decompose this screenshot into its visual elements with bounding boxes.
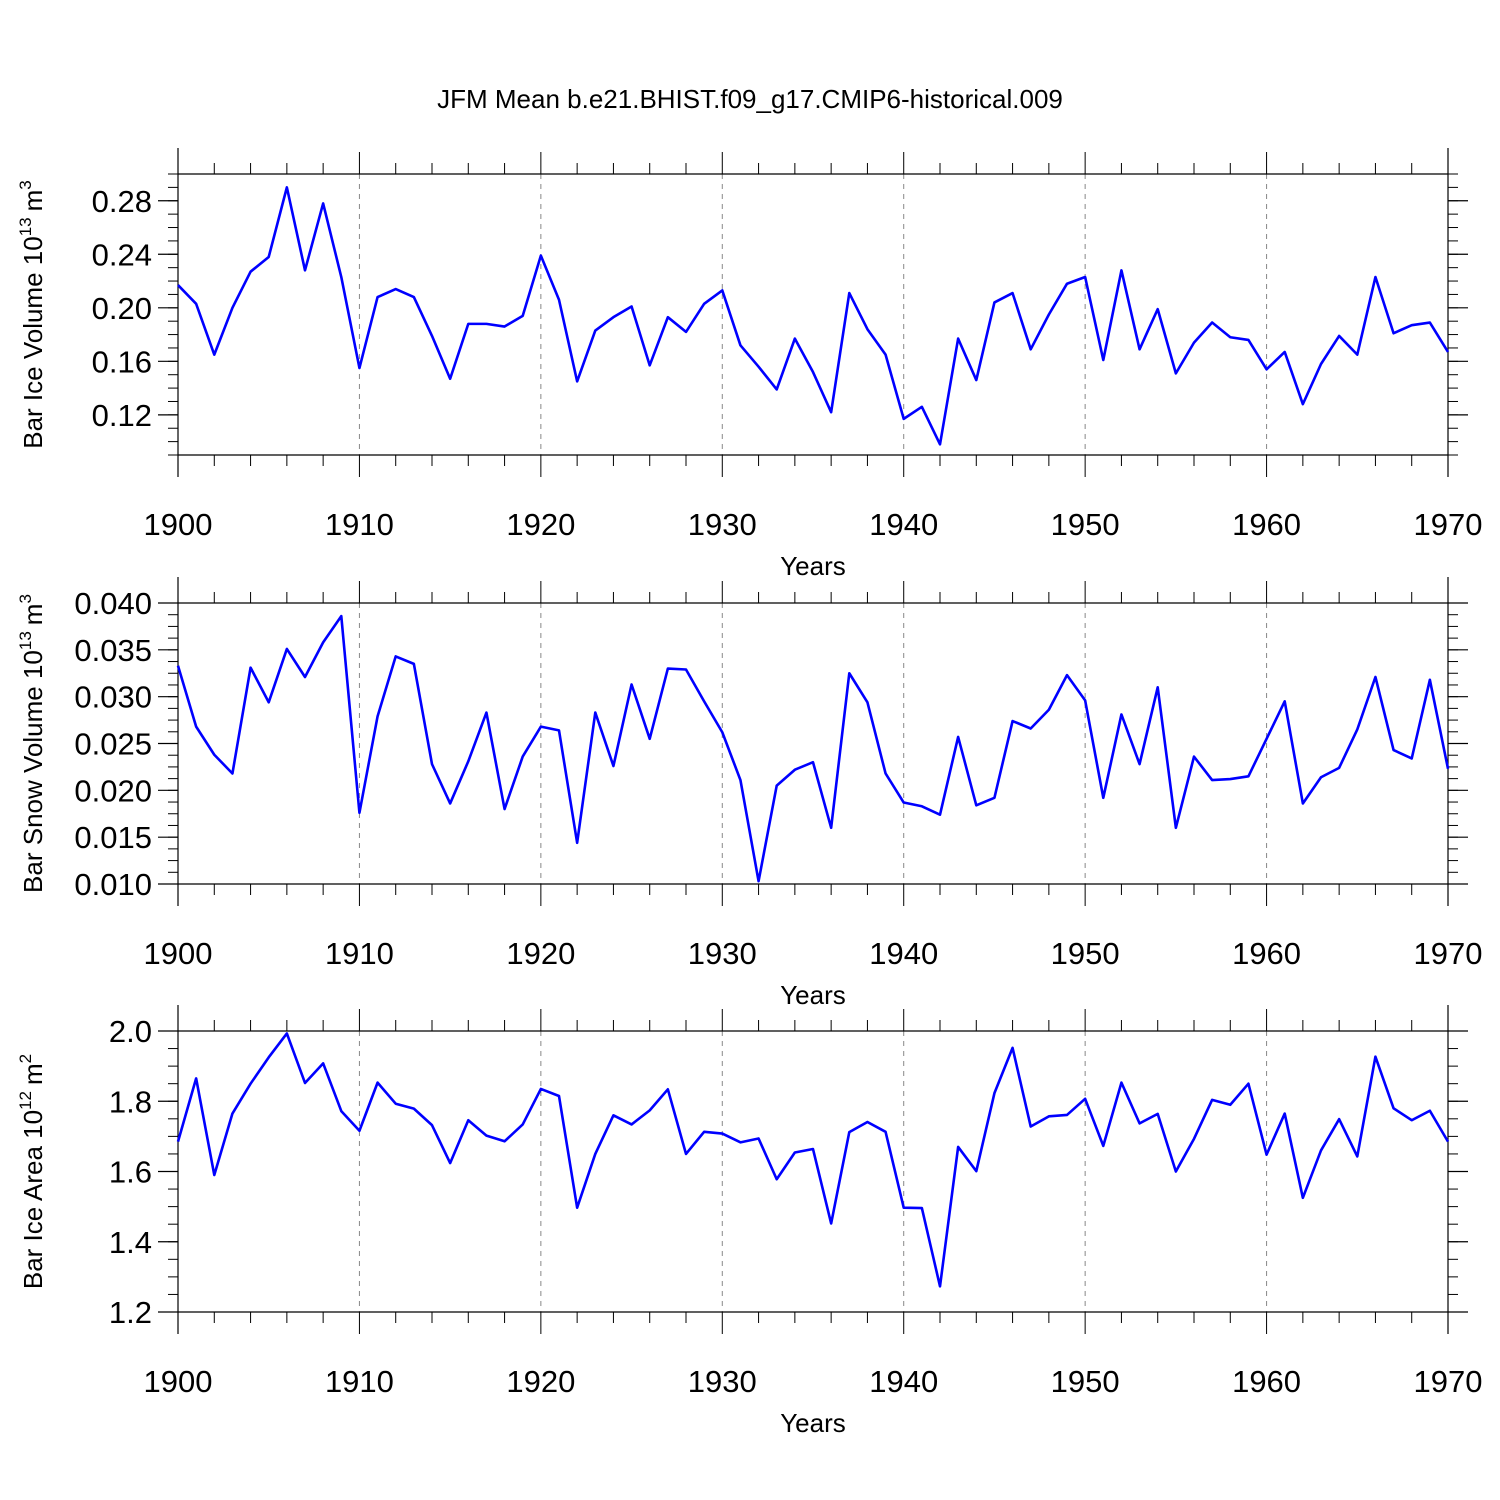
y-tick-label: 0.16 <box>92 344 152 379</box>
x-tick-label: 1910 <box>325 936 394 971</box>
y-axis-label: Bar Ice Area 1012 m2 <box>16 1054 48 1289</box>
x-tick-label: 1930 <box>688 1364 757 1399</box>
x-tick-label: 1950 <box>1051 507 1120 542</box>
y-tick-label: 0.28 <box>92 184 152 219</box>
y-label-unit-exponent: 2 <box>16 1054 35 1063</box>
y-tick-label: 0.010 <box>74 867 152 902</box>
series-line-bar-ice-area <box>176 1032 1450 1288</box>
x-tick-label: 1920 <box>506 507 575 542</box>
x-tick-label: 1920 <box>506 936 575 971</box>
y-tick-label: 0.025 <box>74 727 152 762</box>
x-tick-label: 1970 <box>1414 936 1483 971</box>
x-tick-label: 1970 <box>1414 507 1483 542</box>
x-tick-label: 1970 <box>1414 1364 1483 1399</box>
y-tick-label: 1.6 <box>109 1155 152 1190</box>
y-tick-label: 0.035 <box>74 633 152 668</box>
y-label-main: Bar Snow Volume 10 <box>18 650 48 893</box>
y-tick-label: 1.2 <box>109 1295 152 1330</box>
x-tick-label: 1940 <box>869 507 938 542</box>
series-line-bar-snow-volume <box>176 614 1450 883</box>
x-tick-label: 1900 <box>144 1364 213 1399</box>
y-label-unit: m <box>18 190 48 212</box>
x-tick-label: 1950 <box>1051 936 1120 971</box>
y-tick-label: 1.8 <box>109 1084 152 1119</box>
y-tick-label: 0.040 <box>74 586 152 621</box>
y-tick-label: 0.020 <box>74 773 152 808</box>
x-tick-label: 1910 <box>325 1364 394 1399</box>
y-tick-label: 0.20 <box>92 291 152 326</box>
y-label-unit-exponent: 3 <box>16 180 35 189</box>
y-tick-label: 2.0 <box>109 1014 152 1049</box>
x-tick-label: 1930 <box>688 507 757 542</box>
y-label-exponent: 13 <box>16 217 35 236</box>
y-tick-label: 0.030 <box>74 680 152 715</box>
y-label-main: Bar Ice Volume 10 <box>18 236 48 448</box>
series-line-bar-ice-volume <box>177 186 1450 446</box>
y-tick-label: 0.24 <box>92 237 152 272</box>
x-tick-label: 1900 <box>144 936 213 971</box>
x-tick-label: 1930 <box>688 936 757 971</box>
x-tick-label: 1950 <box>1051 1364 1120 1399</box>
x-tick-label: 1910 <box>325 507 394 542</box>
y-axis-label: Bar Snow Volume 1013 m3 <box>16 594 48 893</box>
y-tick-label: 1.4 <box>109 1225 152 1260</box>
chart-panel-2: 0.010 0.015 0.020 0.025 0.030 0.035 0.040 1900 1… <box>16 577 1482 1010</box>
y-label-exponent: 13 <box>16 631 35 650</box>
chart-panel-1: 0.12 0.16 0.20 0.24 0.28 1900 1910 1920 1930 1940… <box>16 148 1482 581</box>
x-tick-label: 1940 <box>869 936 938 971</box>
x-tick-label: 1940 <box>869 1364 938 1399</box>
y-tick-label: 0.015 <box>74 820 152 855</box>
y-label-unit: m <box>18 604 48 626</box>
x-tick-label: 1960 <box>1232 1364 1301 1399</box>
figure-title: JFM Mean b.e21.BHIST.f09_g17.CMIP6-histo… <box>437 84 1063 114</box>
y-tick-label: 0.12 <box>92 398 152 433</box>
x-axis-label: Years <box>780 1408 846 1438</box>
x-tick-label: 1960 <box>1232 936 1301 971</box>
x-tick-label: 1960 <box>1232 507 1301 542</box>
x-axis-label: Years <box>780 551 846 581</box>
y-label-unit-exponent: 3 <box>16 594 35 603</box>
x-axis-label: Years <box>780 980 846 1010</box>
chart-panel-3: 1.2 1.4 1.6 1.8 2.0 1900 1910 1920 1930 1940 1950 1… <box>16 1005 1482 1438</box>
x-tick-label: 1920 <box>506 1364 575 1399</box>
x-tick-label: 1900 <box>144 507 213 542</box>
y-label-unit: m <box>18 1063 48 1085</box>
y-label-main: Bar Ice Area 10 <box>18 1110 48 1289</box>
y-label-exponent: 12 <box>16 1091 35 1110</box>
y-axis-label: Bar Ice Volume 1013 m3 <box>16 180 48 449</box>
